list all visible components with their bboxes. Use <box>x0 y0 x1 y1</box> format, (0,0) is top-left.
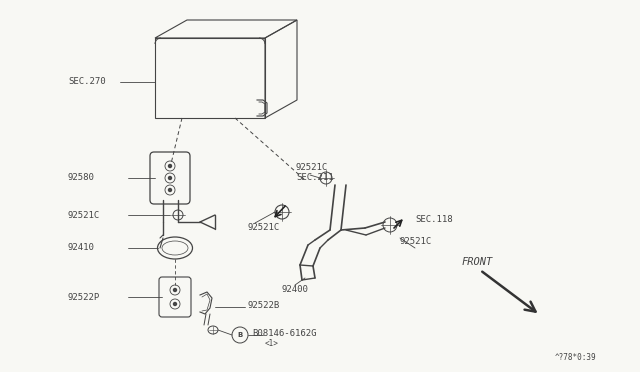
Text: 92521C: 92521C <box>400 237 432 247</box>
Text: 92521C: 92521C <box>68 211 100 219</box>
Text: 92521C: 92521C <box>248 224 280 232</box>
FancyArrowPatch shape <box>482 272 536 312</box>
Text: 92522P: 92522P <box>68 292 100 301</box>
Text: 92521C: 92521C <box>296 163 328 171</box>
Circle shape <box>168 189 172 192</box>
Text: SEC.270: SEC.270 <box>68 77 106 87</box>
Text: 92400: 92400 <box>282 285 309 295</box>
Text: B08146-6162G: B08146-6162G <box>252 330 317 339</box>
Circle shape <box>173 302 177 305</box>
Text: <1>: <1> <box>265 340 279 349</box>
Text: 92522B: 92522B <box>248 301 280 310</box>
Text: B: B <box>237 332 243 338</box>
Text: 92580: 92580 <box>68 173 95 183</box>
Text: 92410: 92410 <box>68 244 95 253</box>
Text: SEC.118: SEC.118 <box>415 215 452 224</box>
Circle shape <box>168 176 172 180</box>
Circle shape <box>168 164 172 167</box>
Text: SEC.211: SEC.211 <box>296 173 333 183</box>
Text: ^?78*0:39: ^?78*0:39 <box>555 353 596 362</box>
Circle shape <box>173 289 177 292</box>
Text: FRONT: FRONT <box>462 257 493 267</box>
